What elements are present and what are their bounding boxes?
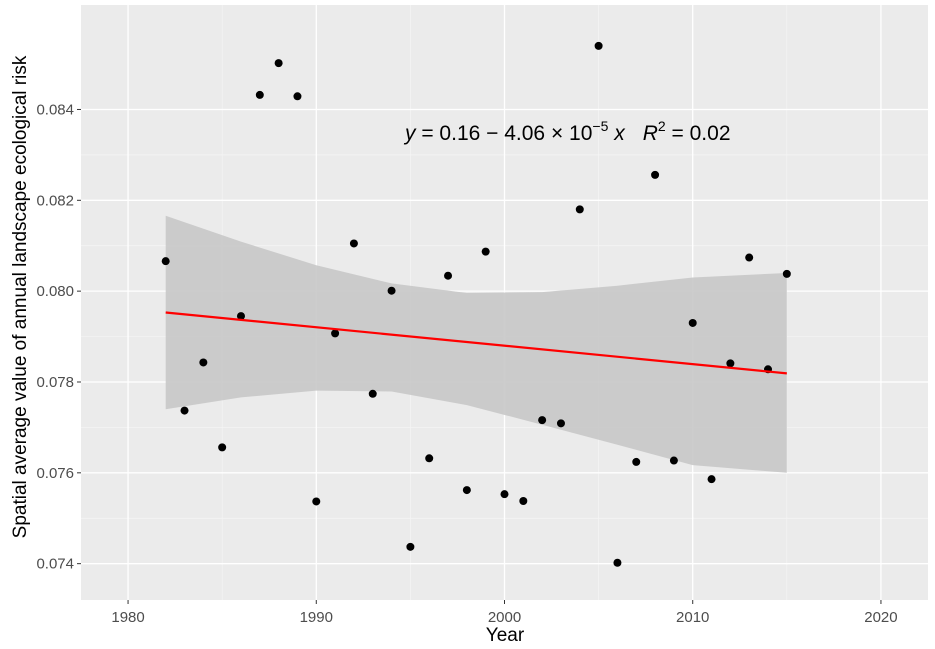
x-tick-label: 1980 bbox=[111, 609, 144, 626]
x-axis-title: Year bbox=[486, 625, 525, 646]
data-point bbox=[538, 416, 547, 425]
x-axis-ticks: 1980 1990 2000 2010 2020 bbox=[111, 600, 898, 626]
data-point bbox=[745, 253, 754, 262]
x-tick-label: 2000 bbox=[488, 609, 521, 626]
x-tick-label: 1990 bbox=[300, 609, 333, 626]
eq-r-exp: 2 bbox=[658, 118, 666, 134]
data-point bbox=[594, 41, 603, 50]
data-point bbox=[425, 454, 434, 463]
y-axis-ticks: 0.074 0.076 0.078 0.080 0.082 0.084 bbox=[36, 101, 81, 573]
data-point bbox=[519, 496, 528, 505]
data-point bbox=[161, 257, 170, 266]
y-tick-label: 0.080 bbox=[36, 283, 74, 300]
y-tick-label: 0.078 bbox=[36, 374, 74, 391]
data-point bbox=[500, 490, 509, 499]
data-point bbox=[236, 312, 245, 321]
data-point bbox=[632, 457, 641, 466]
data-point bbox=[368, 389, 377, 398]
y-axis-title: Spatial average value of annual landscap… bbox=[10, 55, 31, 538]
y-tick-label: 0.076 bbox=[36, 465, 74, 482]
data-point bbox=[331, 329, 340, 338]
data-point bbox=[387, 286, 396, 295]
data-points bbox=[161, 41, 791, 567]
eq-x: x bbox=[608, 122, 626, 145]
regression-line bbox=[165, 311, 787, 375]
eq-formula: = 0.16 − 4.06 × 10 bbox=[416, 122, 593, 145]
confidence-band bbox=[165, 215, 787, 473]
data-point bbox=[669, 456, 678, 465]
data-point bbox=[688, 318, 697, 327]
data-point bbox=[444, 271, 453, 280]
data-point bbox=[481, 247, 490, 256]
data-point bbox=[274, 59, 283, 68]
x-tick-label: 2020 bbox=[864, 609, 897, 626]
data-point bbox=[613, 558, 622, 567]
data-point bbox=[312, 497, 321, 506]
data-point bbox=[575, 205, 584, 214]
data-point bbox=[180, 406, 189, 415]
data-point bbox=[406, 542, 415, 551]
data-point bbox=[556, 419, 565, 428]
y-tick-label: 0.082 bbox=[36, 192, 74, 209]
eq-exponent: −5 bbox=[592, 118, 608, 134]
data-point bbox=[349, 239, 358, 248]
data-point bbox=[651, 170, 660, 179]
y-tick-label: 0.084 bbox=[36, 101, 74, 118]
data-point bbox=[782, 269, 791, 278]
data-point bbox=[726, 359, 735, 368]
eq-r-value: = 0.02 bbox=[666, 122, 731, 145]
regression-equation: y = 0.16 − 4.06 × 10−5 x R2 = 0.02 bbox=[403, 118, 731, 145]
data-point bbox=[293, 92, 302, 101]
eq-r: R bbox=[643, 122, 658, 145]
eq-y: y bbox=[403, 122, 417, 145]
data-point bbox=[218, 443, 227, 452]
data-point bbox=[255, 90, 264, 99]
data-point bbox=[199, 358, 208, 367]
x-tick-label: 2010 bbox=[676, 609, 709, 626]
y-tick-label: 0.074 bbox=[36, 556, 74, 573]
data-point bbox=[707, 475, 716, 484]
data-point bbox=[462, 486, 471, 495]
